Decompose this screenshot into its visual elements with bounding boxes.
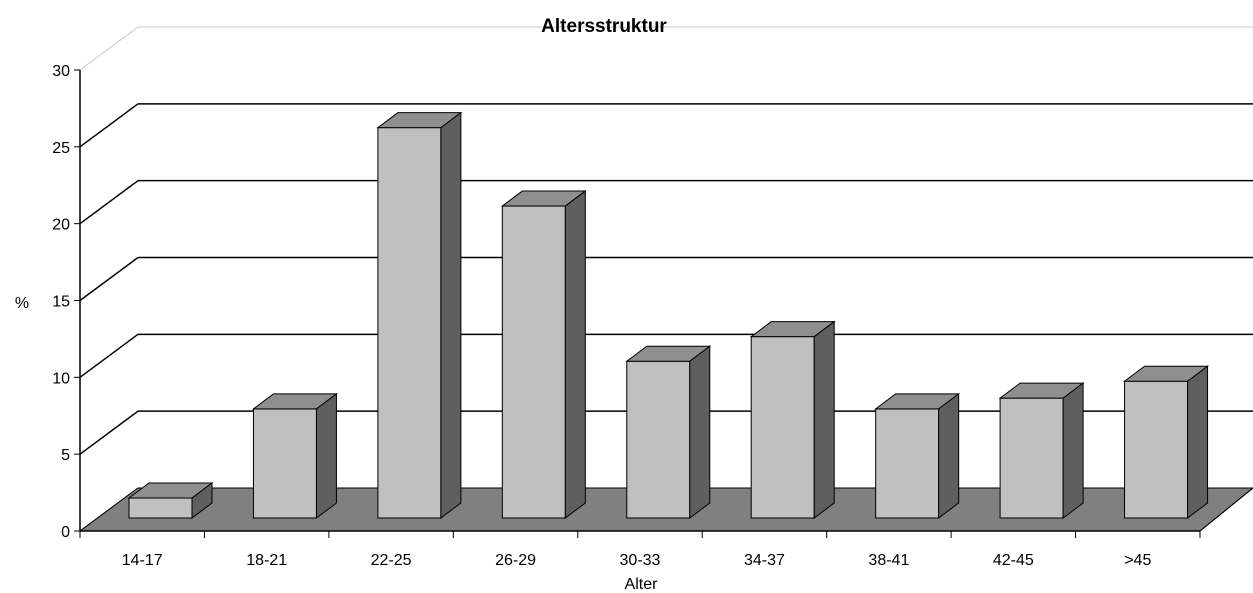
y-tick-label: 5 [61, 447, 70, 464]
bar-front [501, 205, 566, 519]
bar-18-21 [251, 392, 338, 519]
gridline-side [79, 103, 139, 148]
axes [74, 69, 1253, 538]
gridline-side [79, 180, 139, 225]
floor-right-edge [1199, 487, 1253, 532]
bar-front [999, 397, 1064, 519]
bar-front [626, 360, 691, 519]
bar->45 [1123, 365, 1210, 519]
y-axis-label: % [15, 295, 29, 312]
bar-side [440, 111, 462, 519]
bar-26-29 [500, 190, 587, 519]
bar-38-41 [874, 392, 961, 519]
x-tick-label: 18-21 [246, 552, 287, 569]
bar-42-45 [998, 382, 1085, 519]
bar-side [1062, 382, 1084, 519]
y-tick-label: 0 [61, 524, 70, 541]
bar-side [1187, 365, 1209, 519]
x-tick-label: 34-37 [744, 552, 785, 569]
bar-14-17 [127, 482, 214, 519]
bar-side [813, 320, 835, 519]
x-axis-label: Alter [625, 576, 659, 593]
bar-side [315, 392, 337, 519]
chart-title: Altersstruktur [541, 16, 667, 37]
side-wall-top [79, 26, 139, 71]
bars [127, 111, 1210, 519]
y-tick-label: 20 [52, 217, 70, 234]
bar-side [564, 190, 586, 519]
x-tick-label: 26-29 [495, 552, 536, 569]
x-tick-label: >45 [1124, 552, 1151, 569]
x-tick-label: 14-17 [122, 552, 163, 569]
x-tick-label: 42-45 [993, 552, 1034, 569]
gridline-side [79, 256, 139, 302]
bar-side [191, 482, 213, 519]
bar-front [875, 408, 940, 519]
bar-front [750, 336, 815, 519]
bar-34-37 [749, 320, 836, 519]
x-category-labels: 14-17 18-21 22-25 26-29 30-33 34-37 38-41 42-45… [122, 552, 1152, 569]
y-tick-label: 15 [52, 294, 70, 311]
y-tick-label: 25 [52, 140, 70, 157]
bar-side [689, 345, 711, 519]
y-tick-labels: 0 5 10 15 20 25 30 [52, 63, 70, 541]
bar-22-25 [376, 111, 463, 519]
y-tick-label: 30 [52, 63, 70, 80]
bar-30-33 [625, 345, 712, 519]
gridline-side [79, 410, 139, 455]
y-tick-label: 10 [52, 370, 70, 387]
x-tick-label: 30-33 [620, 552, 661, 569]
gridline-side [79, 333, 139, 378]
bar-front [1124, 380, 1189, 519]
bar-front [128, 497, 193, 519]
bar-front [377, 127, 442, 519]
bar-side [938, 392, 960, 519]
bar-front [252, 408, 317, 519]
x-tick-label: 38-41 [868, 552, 909, 569]
x-tick-label: 22-25 [371, 552, 412, 569]
